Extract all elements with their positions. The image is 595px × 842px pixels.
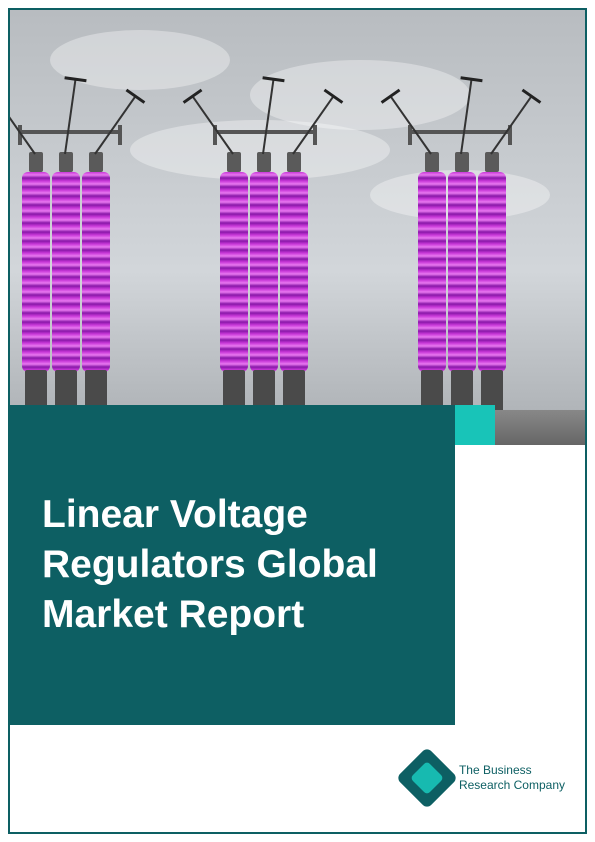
insulator [418,152,446,412]
insulator [82,152,110,412]
accent-square [455,405,495,445]
insulator [52,152,80,412]
insulator [478,152,506,412]
insulator [280,152,308,412]
title-panel: Linear Voltage Regulators Global Market … [10,405,455,725]
logo-line: Research Company [459,778,565,793]
logo-text: The Business Research Company [459,763,565,793]
insulator [22,152,50,412]
title-line: Linear Voltage [42,490,423,540]
hero-image [10,10,585,445]
insulator [220,152,248,412]
company-logo: The Business Research Company [405,756,565,800]
logo-line: The Business [459,763,565,778]
insulator [448,152,476,412]
report-title: Linear Voltage Regulators Global Market … [42,490,423,640]
title-line: Market Report [42,590,423,640]
insulator [250,152,278,412]
title-line: Regulators Global [42,540,423,590]
logo-icon [405,756,449,800]
